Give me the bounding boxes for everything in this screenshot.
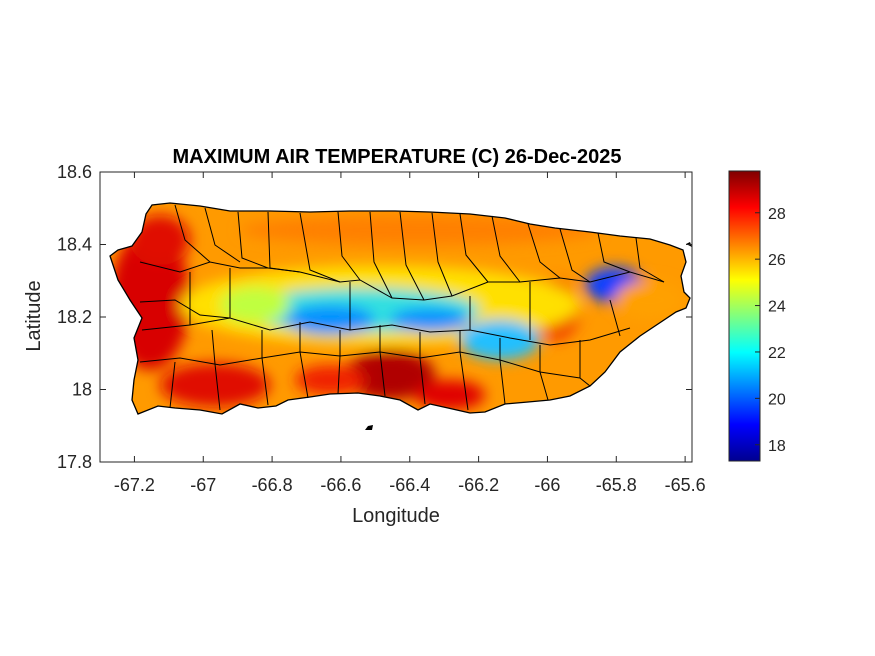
boundary-line bbox=[527, 223, 561, 279]
x-tick-label: -65.8 bbox=[596, 475, 637, 495]
y-axis-ticks: 17.8 18 18.2 18.4 18.6 bbox=[57, 162, 692, 472]
boundary-line bbox=[299, 271, 665, 301]
boundary-line bbox=[237, 211, 269, 269]
boundary-line bbox=[169, 361, 176, 409]
x-tick-label: -66.6 bbox=[320, 475, 361, 495]
boundary-line bbox=[399, 211, 425, 301]
boundary-line bbox=[261, 330, 269, 406]
colorbar-tick-label: 18 bbox=[768, 438, 786, 455]
hot-zone-southwest bbox=[160, 363, 270, 407]
boundary-line bbox=[139, 299, 231, 319]
warm-zone-east bbox=[615, 280, 685, 320]
boundary-line bbox=[204, 207, 241, 263]
boundary-line bbox=[491, 215, 521, 283]
boundary-line bbox=[211, 329, 221, 411]
x-tick-label: -66 bbox=[534, 475, 560, 495]
boundary-line bbox=[431, 212, 453, 297]
boundary-line bbox=[459, 213, 489, 283]
boundary-line bbox=[579, 340, 591, 387]
boundary-line bbox=[609, 299, 621, 337]
y-tick-label: 18.2 bbox=[57, 307, 92, 327]
colorbar-gradient bbox=[728, 170, 761, 462]
hot-zone-south-central bbox=[345, 350, 435, 400]
hot-zone-northwest bbox=[130, 215, 190, 265]
boundary-line bbox=[337, 211, 361, 281]
colorbar-ticks: 18 20 22 24 26 28 bbox=[755, 206, 786, 455]
x-tick-label: -67 bbox=[190, 475, 216, 495]
colorbar-tick-label: 28 bbox=[768, 206, 786, 223]
x-tick-label: -66.4 bbox=[389, 475, 430, 495]
x-tick-label: -66.2 bbox=[458, 475, 499, 495]
map-axes: -67.2 -67 -66.8 -66.6 -66.4 -66.2 -66 -65.8 -65.… bbox=[57, 162, 706, 495]
hot-zone-south-2 bbox=[295, 365, 365, 395]
y-tick-label: 18.6 bbox=[57, 162, 92, 182]
municipal-boundaries bbox=[139, 204, 665, 411]
map-title: MAXIMUM AIR TEMPERATURE (C) 26-Dec-2025 bbox=[173, 146, 622, 168]
x-axis-ticks: -67.2 -67 -66.8 -66.6 -66.4 -66.2 -66 -65.8 -65.… bbox=[114, 172, 706, 495]
hot-zone-south bbox=[415, 380, 485, 410]
colorbar: 18 20 22 24 26 28 bbox=[728, 170, 786, 462]
y-axis-label: Latitude bbox=[23, 280, 45, 351]
colorbar-tick-label: 26 bbox=[768, 252, 786, 269]
boundary-line bbox=[379, 325, 386, 397]
mild-zone-west-interior bbox=[220, 287, 290, 323]
colorbar-tick-label: 20 bbox=[768, 391, 786, 408]
boundary-line bbox=[635, 237, 665, 283]
x-tick-label: -65.6 bbox=[665, 475, 706, 495]
boundary-line bbox=[539, 345, 549, 401]
x-tick-label: -67.2 bbox=[114, 475, 155, 495]
boundary-line bbox=[299, 212, 341, 283]
boundary-line bbox=[499, 338, 506, 405]
boundary-line bbox=[299, 322, 309, 399]
x-axis-label: Longitude bbox=[352, 505, 440, 527]
boundary-line bbox=[139, 261, 301, 273]
boundary-line bbox=[337, 330, 341, 395]
colorbar-tick-label: 22 bbox=[768, 345, 786, 362]
boundary-line bbox=[174, 204, 211, 263]
y-tick-label: 18 bbox=[72, 380, 92, 400]
y-tick-label: 17.8 bbox=[57, 452, 92, 472]
boundary-line bbox=[597, 232, 631, 273]
islet bbox=[365, 425, 373, 430]
boundary-line bbox=[139, 351, 581, 379]
boundary-line bbox=[369, 211, 393, 299]
boundary-line bbox=[419, 332, 426, 405]
boundary-line bbox=[559, 228, 591, 283]
cool-zone-central bbox=[285, 305, 375, 335]
cool-zone-central-2 bbox=[390, 308, 470, 332]
y-tick-label: 18.4 bbox=[57, 235, 92, 255]
warm-zone-north bbox=[240, 215, 600, 245]
colorbar-tick-label: 24 bbox=[768, 299, 786, 316]
x-tick-label: -66.8 bbox=[252, 475, 293, 495]
boundary-line bbox=[459, 330, 469, 411]
